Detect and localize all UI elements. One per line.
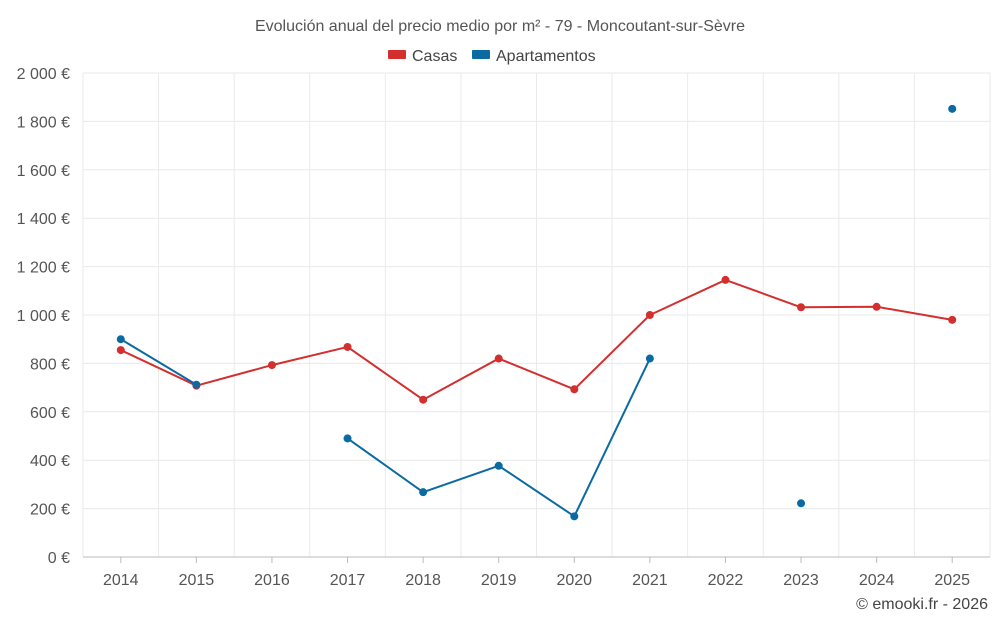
x-tick-label: 2017: [330, 572, 366, 589]
y-tick-label: 0 €: [48, 550, 70, 567]
data-point-casas-2018[interactable]: [419, 395, 428, 404]
y-tick-label: 1 600 €: [17, 163, 70, 180]
legend-label-casas[interactable]: Casas: [412, 48, 457, 65]
y-tick-label: 1 200 €: [17, 260, 70, 277]
data-point-casas-2023[interactable]: [797, 303, 806, 312]
x-tick-label: 2023: [783, 572, 819, 589]
y-tick-label: 1 800 €: [17, 114, 70, 131]
axes: [83, 556, 990, 563]
grid: [82, 72, 991, 558]
data-point-casas-2019[interactable]: [494, 354, 503, 363]
x-axis-ticks: 2014 2015 2016 2017 2018 2019 2020 2021 2022 2023…: [103, 572, 970, 589]
data-point-casas-2021[interactable]: [645, 311, 654, 319]
credit-text: © emooki.fr - 2026: [856, 596, 988, 613]
x-tick-label: 2016: [254, 572, 290, 589]
y-tick-label: 1 400 €: [17, 211, 70, 228]
x-tick-label: 2024: [859, 572, 895, 589]
data-point-apartamentos-2017[interactable]: [343, 434, 352, 443]
data-point-apartamentos-2014[interactable]: [116, 335, 125, 344]
x-tick-label: 2020: [556, 572, 592, 589]
data-point-casas-2025[interactable]: [948, 315, 957, 324]
data-point-apartamentos-2021[interactable]: [645, 354, 654, 363]
x-tick-label: 2025: [934, 572, 970, 589]
y-tick-label: 2 000 €: [17, 66, 70, 83]
x-tick-label: 2019: [481, 572, 517, 589]
series-line-casas: [120, 278, 953, 401]
x-tick-label: 2022: [708, 572, 744, 589]
x-tick-label: 2021: [632, 572, 668, 589]
legend-label-apartamentos[interactable]: Apartamentos: [496, 48, 596, 65]
legend: Casas Apartamentos: [388, 48, 596, 65]
series-line-apartamentos: [120, 338, 197, 386]
data-point-casas-2016[interactable]: [267, 361, 276, 370]
y-axis-ticks: 0 € 200 € 400 € 600 € 800 € 1 000 € 1 200 € 1 4…: [17, 66, 70, 567]
data-point-apartamentos-2019[interactable]: [494, 461, 503, 470]
y-tick-label: 400 €: [30, 453, 70, 470]
data-point-apartamentos-2025[interactable]: [948, 104, 957, 113]
x-tick-label: 2014: [103, 572, 139, 589]
series-points: [116, 104, 957, 521]
data-point-apartamentos-2020[interactable]: [570, 512, 579, 521]
x-tick-label: 2018: [405, 572, 441, 589]
y-tick-label: 1 000 €: [17, 308, 70, 325]
y-tick-label: 800 €: [30, 356, 70, 373]
chart-title: Evolución anual del precio medio por m² …: [255, 18, 745, 35]
data-point-casas-2017[interactable]: [343, 342, 352, 351]
data-point-apartamentos-2018[interactable]: [419, 488, 428, 497]
data-point-casas-2014[interactable]: [116, 346, 125, 355]
data-point-casas-2024[interactable]: [872, 302, 881, 311]
x-tick-label: 2015: [179, 572, 215, 589]
y-tick-label: 200 €: [30, 502, 70, 519]
legend-swatch-apartamentos: [472, 50, 490, 59]
data-point-apartamentos-2015[interactable]: [192, 380, 201, 389]
series-line-apartamentos: [346, 358, 651, 518]
legend-swatch-casas: [388, 50, 406, 59]
data-point-casas-2022[interactable]: [721, 275, 730, 284]
y-tick-label: 600 €: [30, 405, 70, 422]
data-point-apartamentos-2023[interactable]: [797, 499, 806, 508]
data-point-casas-2020[interactable]: [570, 385, 579, 394]
